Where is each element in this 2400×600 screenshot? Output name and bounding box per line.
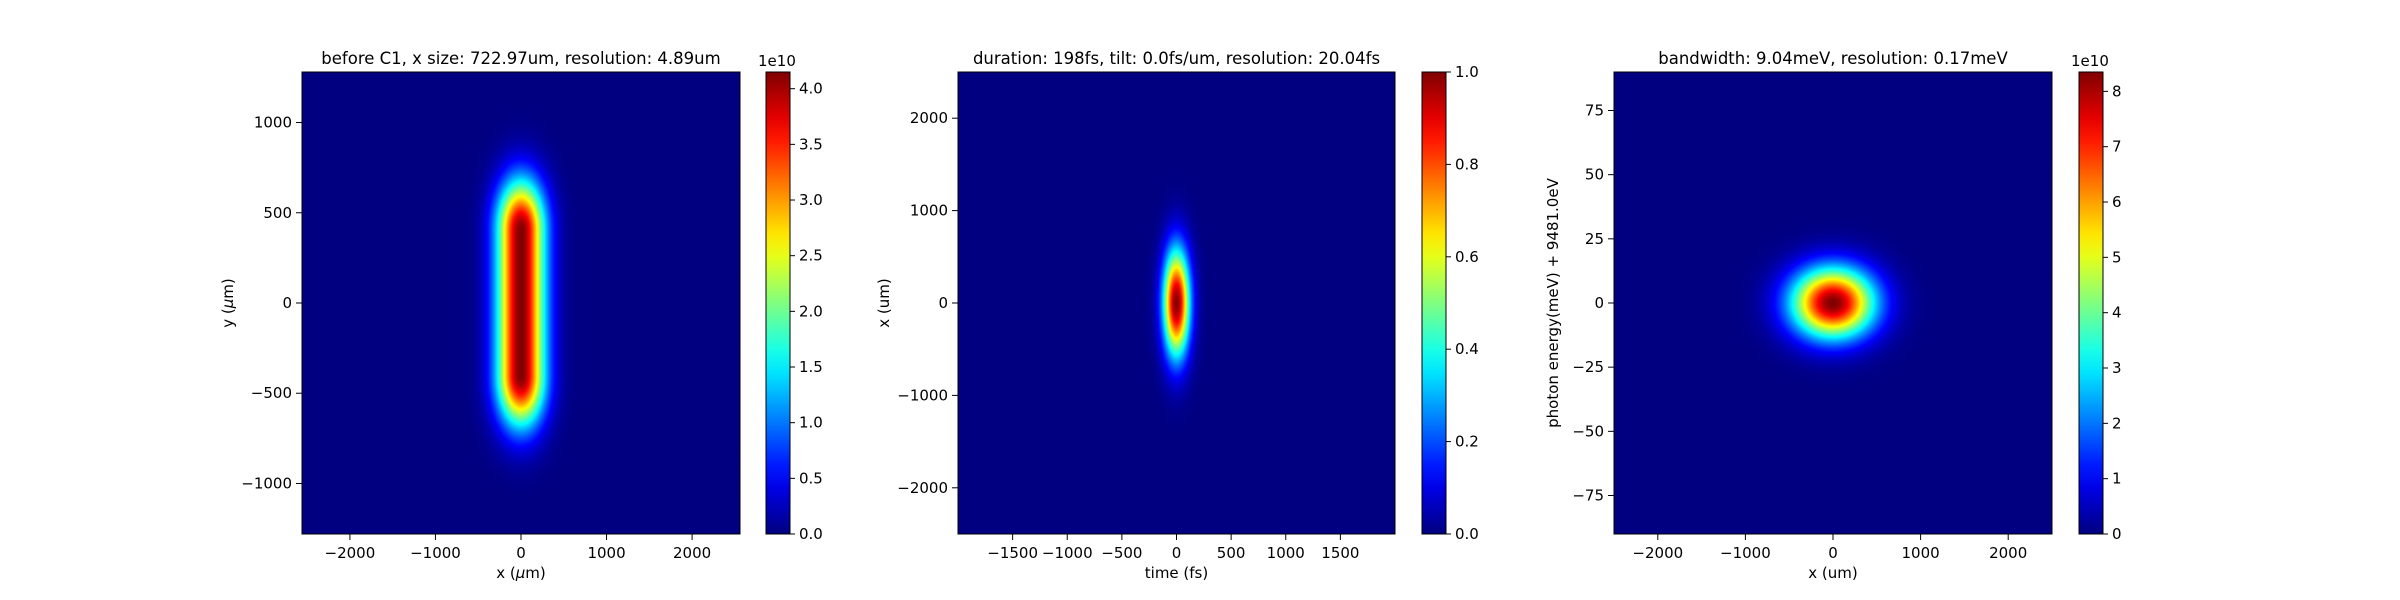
colorbar-tick-label: 2.0 bbox=[799, 302, 823, 320]
colorbar-tick-label: 0.2 bbox=[1455, 433, 1479, 451]
colorbar bbox=[1421, 71, 1447, 535]
colorbar-tick-label: 3.5 bbox=[799, 135, 823, 153]
chart-title: bandwidth: 9.04meV, resolution: 0.17meV bbox=[1658, 49, 2008, 68]
y-tick-label: 0 bbox=[938, 294, 948, 312]
y-axis-label: photon energy(meV) + 9481.0eV bbox=[1544, 177, 1562, 427]
y-tick-label: 75 bbox=[1585, 102, 1604, 120]
x-tick-label: 2000 bbox=[1989, 544, 2027, 562]
heatmap-panel-3: −2000 −1000 0 1000 2000−75−50−250255075bandw… bbox=[1544, 49, 2122, 582]
y-tick-label: 2000 bbox=[910, 109, 948, 127]
y-tick-label: −500 bbox=[251, 384, 292, 402]
y-tick-label: 0 bbox=[282, 294, 292, 312]
colorbar-tick-label: 1.0 bbox=[799, 414, 823, 432]
colorbar-tick-label: 6 bbox=[2112, 193, 2122, 211]
colorbar-exponent-label: 1e10 bbox=[758, 52, 796, 70]
y-tick-label: −1000 bbox=[241, 474, 292, 492]
x-tick-label: 0 bbox=[1172, 544, 1182, 562]
x-tick-label: −1000 bbox=[1720, 544, 1771, 562]
colorbar-tick-label: 0 bbox=[2112, 525, 2122, 543]
y-tick-label: −2000 bbox=[897, 479, 948, 497]
colorbar-tick-label: 1 bbox=[2112, 470, 2122, 488]
x-tick-label: −2000 bbox=[1632, 544, 1683, 562]
chart-title: before C1, x size: 722.97um, resolution:… bbox=[321, 49, 720, 68]
x-tick-label: 0 bbox=[516, 544, 526, 562]
chart-title: duration: 198fs, tilt: 0.0fs/um, resolut… bbox=[973, 49, 1380, 68]
colorbar-tick-label: 7 bbox=[2112, 138, 2122, 156]
colorbar-tick-label: 0.0 bbox=[799, 525, 823, 543]
colorbar-tick-label: 4.0 bbox=[799, 80, 823, 98]
y-axis-label: x (um) bbox=[875, 278, 893, 327]
colorbar bbox=[765, 71, 791, 535]
x-tick-label: 0 bbox=[1828, 544, 1838, 562]
x-tick-label: −1000 bbox=[1042, 544, 1093, 562]
colorbar-tick-label: 0.8 bbox=[1455, 155, 1479, 173]
y-tick-label: 1000 bbox=[254, 114, 292, 132]
x-tick-label: 2000 bbox=[673, 544, 711, 562]
x-tick-label: 1000 bbox=[587, 544, 625, 562]
y-tick-label: −1000 bbox=[897, 386, 948, 404]
heatmap-image bbox=[1614, 72, 2052, 534]
y-tick-label: 25 bbox=[1585, 230, 1604, 248]
y-tick-label: −25 bbox=[1572, 358, 1604, 376]
colorbar-tick-label: 8 bbox=[2112, 82, 2122, 100]
x-tick-label: 1000 bbox=[1267, 544, 1305, 562]
colorbar-tick-label: 0.6 bbox=[1455, 248, 1479, 266]
colorbar-tick-label: 3 bbox=[2112, 359, 2122, 377]
colorbar bbox=[2078, 71, 2104, 535]
colorbar-exponent-label: 1e10 bbox=[2071, 52, 2109, 70]
x-tick-label: −500 bbox=[1101, 544, 1142, 562]
colorbar-tick-label: 1.0 bbox=[1455, 63, 1479, 81]
x-tick-label: 500 bbox=[1217, 544, 1246, 562]
y-axis-label: y (μm) bbox=[219, 278, 237, 328]
colorbar-tick-label: 2 bbox=[2112, 414, 2122, 432]
colorbar-tick-label: 3.0 bbox=[799, 191, 823, 209]
y-tick-label: 500 bbox=[263, 204, 292, 222]
colorbar-tick-label: 0.4 bbox=[1455, 340, 1479, 358]
heatmap-image bbox=[958, 72, 1395, 534]
x-axis-label: x (um) bbox=[1808, 564, 1857, 582]
colorbar-tick-label: 0.5 bbox=[799, 469, 823, 487]
x-tick-label: 1500 bbox=[1321, 544, 1359, 562]
x-axis-label: x (μm) bbox=[496, 564, 546, 582]
heatmap-image bbox=[302, 72, 740, 534]
colorbar-tick-label: 0.0 bbox=[1455, 525, 1479, 543]
y-tick-label: 0 bbox=[1594, 294, 1604, 312]
colorbar-tick-label: 1.5 bbox=[799, 358, 823, 376]
heatmap-panel-1: −2000 −1000 0 1000 2000 −1000 −500 0 500 1000 befo… bbox=[219, 49, 823, 582]
heatmap-panel-2: −1500 −1000 −500 0 500 1000 1500−2000−10000100… bbox=[875, 49, 1479, 582]
colorbar-tick-label: 4 bbox=[2112, 304, 2122, 322]
y-tick-label: 50 bbox=[1585, 166, 1604, 184]
y-tick-label: −50 bbox=[1572, 422, 1604, 440]
x-tick-label: −1000 bbox=[410, 544, 461, 562]
x-tick-label: −1500 bbox=[987, 544, 1038, 562]
colorbar-tick-label: 2.5 bbox=[799, 247, 823, 265]
x-axis-label: time (fs) bbox=[1145, 564, 1208, 582]
x-tick-label: 1000 bbox=[1902, 544, 1940, 562]
y-tick-label: −75 bbox=[1572, 487, 1604, 505]
x-tick-label: −2000 bbox=[325, 544, 376, 562]
colorbar-tick-label: 5 bbox=[2112, 248, 2122, 266]
y-tick-label: 1000 bbox=[910, 202, 948, 220]
